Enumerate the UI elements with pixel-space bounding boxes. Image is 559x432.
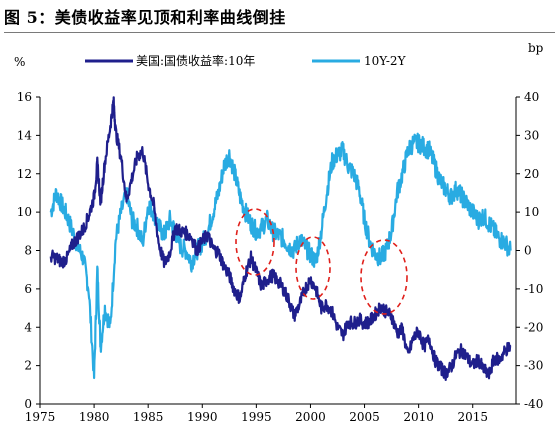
series-line-10y-2y [49,132,512,380]
legend-label-10y-2y: 10Y-2Y [364,54,407,68]
left-unit-label: % [14,55,25,69]
series-layer [49,96,512,381]
left-tick-label: 14 [17,128,33,142]
right-tick-label: 0 [524,244,532,258]
left-tick-label: 0 [24,397,32,411]
left-tick-label: 12 [17,167,32,181]
x-tick-label: 1975 [25,410,56,424]
inversion-highlights [235,208,408,315]
x-tick-label: 1995 [241,410,272,424]
x-tick-label: 2015 [457,410,488,424]
right-unit-label: bp [528,41,544,55]
chart-title: 图 5：美债收益率见顶和利率曲线倒挂 [4,8,286,27]
left-tick-label: 10 [17,205,32,219]
right-tick-label: -40 [524,397,543,411]
right-tick-label: -30 [524,359,543,373]
highlight-ellipse [235,208,275,276]
left-tick-label: 6 [24,282,32,296]
right-tick-label: -20 [524,320,543,334]
left-tick-label: 16 [17,90,32,104]
series-line-us-10y-yield [49,96,512,381]
axes-frame [36,96,520,408]
x-tick-label: 2000 [295,410,326,424]
right-tick-label: 40 [524,90,539,104]
right-tick-label: 10 [524,205,539,219]
legend-label-us-10y-yield: 美国:国债收益率:10年 [136,53,255,68]
highlight-ellipse [295,236,331,300]
x-tick-label: 1990 [187,410,218,424]
x-tick-label: 2010 [403,410,434,424]
title-divider [4,32,555,33]
tick-labels: 1975 1980 1985 1990 1995 2000 2005 2010 20150246… [14,41,544,424]
x-tick-label: 1980 [79,410,110,424]
legend: 美国:国债收益率:10年 10Y-2Y [85,53,407,68]
left-tick-label: 4 [24,320,32,334]
x-tick-label: 2005 [349,410,380,424]
right-tick-label: 30 [524,128,539,142]
highlight-ellipse [360,239,408,315]
left-tick-label: 8 [24,244,32,258]
left-tick-label: 2 [24,359,32,373]
x-tick-label: 1985 [133,410,164,424]
right-tick-label: 20 [524,167,539,181]
right-tick-label: -10 [524,282,543,296]
